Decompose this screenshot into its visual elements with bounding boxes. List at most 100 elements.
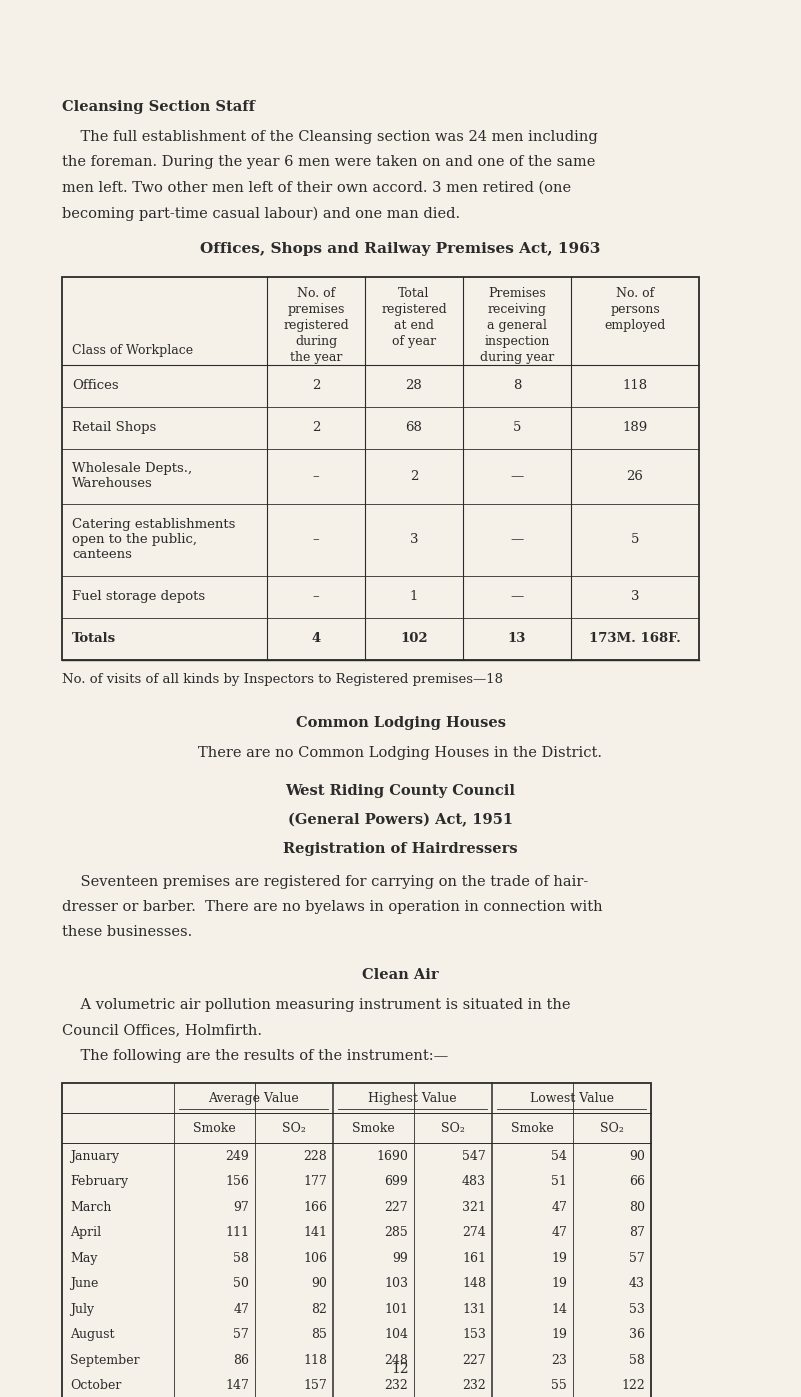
Text: A volumetric air pollution measuring instrument is situated in the: A volumetric air pollution measuring ins… (62, 997, 570, 1013)
Text: –: – (312, 469, 320, 483)
Text: 157: 157 (304, 1379, 327, 1391)
Text: 161: 161 (462, 1252, 486, 1264)
Text: June: June (70, 1277, 99, 1289)
Text: The following are the results of the instrument:—: The following are the results of the ins… (62, 1049, 449, 1063)
Text: 13: 13 (508, 633, 526, 645)
Text: 131: 131 (462, 1302, 486, 1316)
Text: 53: 53 (629, 1302, 645, 1316)
Text: 50: 50 (233, 1277, 249, 1289)
Text: SO₂: SO₂ (282, 1122, 306, 1134)
Text: 23: 23 (551, 1354, 567, 1366)
Text: 156: 156 (225, 1175, 249, 1187)
Text: 103: 103 (384, 1277, 408, 1289)
Text: Offices: Offices (72, 379, 119, 393)
Text: 51: 51 (551, 1175, 567, 1187)
Text: Class of Workplace: Class of Workplace (72, 344, 193, 356)
Text: the foreman. During the year 6 men were taken on and one of the same: the foreman. During the year 6 men were … (62, 155, 595, 169)
Text: 2: 2 (410, 469, 418, 483)
Text: 102: 102 (400, 633, 428, 645)
Text: 3: 3 (630, 590, 639, 604)
Text: Cleansing Section Staff: Cleansing Section Staff (62, 101, 255, 115)
Text: 19: 19 (551, 1277, 567, 1289)
Text: 57: 57 (233, 1329, 249, 1341)
Bar (62, 1083, 651, 1397)
Text: Totals: Totals (72, 633, 116, 645)
Text: No. of
premises
registered
during
the year: No. of premises registered during the ye… (283, 286, 349, 363)
Text: Retail Shops: Retail Shops (72, 422, 156, 434)
Text: 3: 3 (410, 534, 418, 546)
Text: 14: 14 (551, 1302, 567, 1316)
Text: March: March (70, 1200, 111, 1214)
Text: 141: 141 (303, 1227, 327, 1239)
Text: Average Value: Average Value (208, 1092, 299, 1105)
Text: 86: 86 (233, 1354, 249, 1366)
Text: No. of
persons
employed: No. of persons employed (604, 286, 666, 331)
Text: Clean Air: Clean Air (362, 968, 439, 982)
Text: 699: 699 (384, 1175, 408, 1187)
Text: Common Lodging Houses: Common Lodging Houses (296, 715, 505, 729)
Text: 99: 99 (392, 1252, 408, 1264)
Text: 82: 82 (311, 1302, 327, 1316)
Text: 85: 85 (311, 1329, 327, 1341)
Text: 249: 249 (225, 1150, 249, 1162)
Text: February: February (70, 1175, 128, 1187)
Text: 148: 148 (462, 1277, 486, 1289)
Text: 87: 87 (629, 1227, 645, 1239)
Text: 153: 153 (462, 1329, 486, 1341)
Text: Smoke: Smoke (193, 1122, 235, 1134)
Text: 55: 55 (551, 1379, 567, 1391)
Text: 1690: 1690 (376, 1150, 408, 1162)
Text: 68: 68 (405, 422, 422, 434)
Text: –: – (312, 590, 320, 604)
Text: October: October (70, 1379, 122, 1391)
Text: these businesses.: these businesses. (62, 925, 192, 939)
Text: Smoke: Smoke (352, 1122, 395, 1134)
Text: 54: 54 (551, 1150, 567, 1162)
Text: 97: 97 (233, 1200, 249, 1214)
Text: 19: 19 (551, 1252, 567, 1264)
Text: 4: 4 (312, 633, 320, 645)
Text: The full establishment of the Cleansing section was 24 men including: The full establishment of the Cleansing … (62, 130, 598, 144)
Text: July: July (70, 1302, 95, 1316)
Text: 19: 19 (551, 1329, 567, 1341)
Text: 173M. 168F.: 173M. 168F. (589, 633, 681, 645)
Text: 106: 106 (303, 1252, 327, 1264)
Text: 177: 177 (304, 1175, 327, 1187)
Text: No. of visits of all kinds by Inspectors to Registered premises—18: No. of visits of all kinds by Inspectors… (62, 672, 503, 686)
Text: Offices, Shops and Railway Premises Act, 1963: Offices, Shops and Railway Premises Act,… (200, 242, 601, 256)
Text: 47: 47 (233, 1302, 249, 1316)
Text: 118: 118 (622, 379, 647, 393)
Text: 12: 12 (392, 1362, 409, 1376)
Text: SO₂: SO₂ (441, 1122, 465, 1134)
Text: 228: 228 (304, 1150, 327, 1162)
Text: 232: 232 (384, 1379, 408, 1391)
Text: 5: 5 (513, 422, 521, 434)
Text: 2: 2 (312, 422, 320, 434)
Text: 26: 26 (626, 469, 643, 483)
Text: 2: 2 (312, 379, 320, 393)
Text: 90: 90 (629, 1150, 645, 1162)
Text: —: — (510, 469, 524, 483)
Text: Lowest Value: Lowest Value (529, 1092, 614, 1105)
Text: 227: 227 (384, 1200, 408, 1214)
Text: 36: 36 (629, 1329, 645, 1341)
Text: 483: 483 (462, 1175, 486, 1187)
Text: 189: 189 (622, 422, 648, 434)
Text: 118: 118 (303, 1354, 327, 1366)
Text: 248: 248 (384, 1354, 408, 1366)
Text: Seventeen premises are registered for carrying on the trade of hair-: Seventeen premises are registered for ca… (62, 875, 588, 888)
Text: 5: 5 (631, 534, 639, 546)
Text: men left. Two other men left of their own accord. 3 men retired (one: men left. Two other men left of their ow… (62, 180, 571, 194)
Text: Highest Value: Highest Value (368, 1092, 457, 1105)
Text: 101: 101 (384, 1302, 408, 1316)
Text: SO₂: SO₂ (600, 1122, 624, 1134)
Text: 122: 122 (622, 1379, 645, 1391)
Text: 43: 43 (629, 1277, 645, 1289)
Text: 285: 285 (384, 1227, 408, 1239)
Text: Catering establishments
open to the public,
canteens: Catering establishments open to the publ… (72, 518, 235, 562)
Text: 47: 47 (551, 1227, 567, 1239)
Text: Premises
receiving
a general
inspection
during year: Premises receiving a general inspection … (480, 286, 554, 363)
Text: September: September (70, 1354, 139, 1366)
Text: Wholesale Depts.,
Warehouses: Wholesale Depts., Warehouses (72, 462, 192, 490)
Text: 547: 547 (462, 1150, 486, 1162)
